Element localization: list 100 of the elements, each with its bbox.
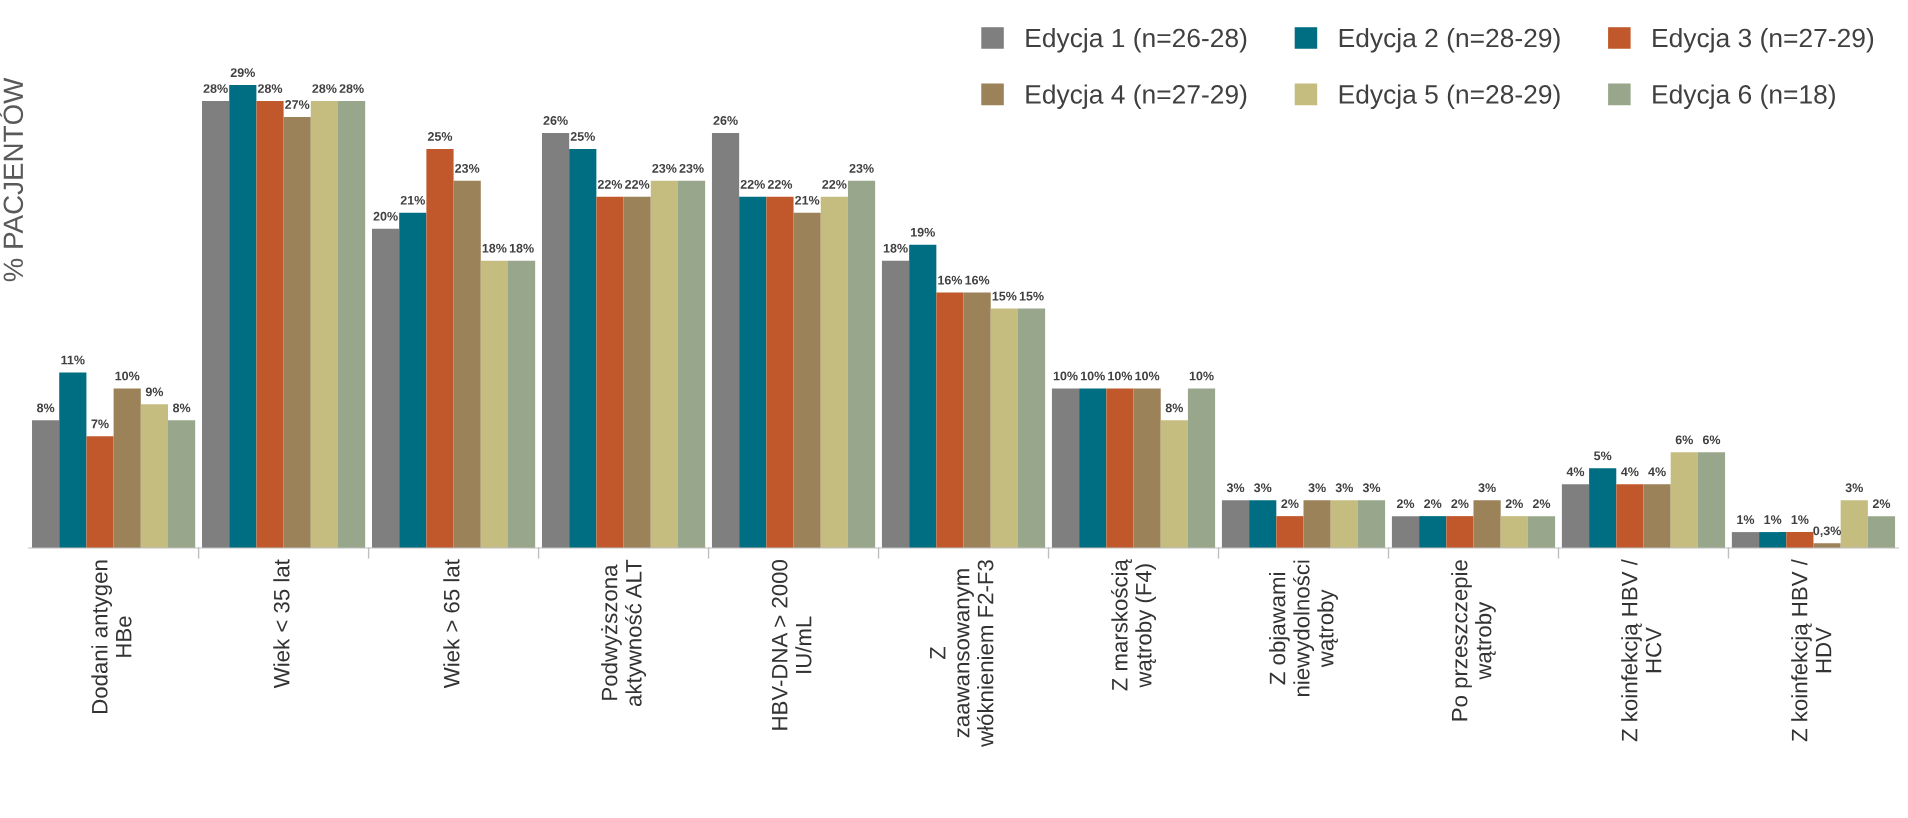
data-label: 2%: [1505, 499, 1523, 509]
bar: [453, 180, 481, 549]
bar: [1303, 500, 1331, 549]
data-label: 29%: [230, 68, 255, 78]
bar: [1106, 388, 1134, 549]
data-label: 6%: [1702, 435, 1721, 445]
bar: [793, 212, 821, 549]
bar: [399, 212, 427, 549]
bar: [766, 196, 794, 549]
bar: [1473, 500, 1501, 549]
data-label: 3%: [1308, 483, 1326, 493]
bar: [909, 244, 937, 549]
bar: [371, 228, 400, 549]
data-label: 3%: [1478, 483, 1496, 493]
legend-label: Edycja 4 (n=27-29): [1026, 84, 1247, 109]
bar: [1643, 484, 1671, 549]
data-label: 27%: [285, 100, 310, 109]
bar: [1840, 500, 1868, 549]
bar: [229, 85, 257, 549]
bar: [1561, 484, 1590, 549]
bar: [847, 180, 876, 549]
data-label: 3%: [1253, 483, 1272, 493]
bar: [1079, 388, 1107, 549]
bar: [1051, 388, 1080, 549]
data-label: 26%: [713, 116, 738, 125]
data-label: 19%: [911, 227, 935, 237]
data-label: 28%: [339, 84, 364, 93]
bar: [1419, 516, 1447, 549]
data-label: 4%: [1566, 467, 1585, 477]
data-label: 4%: [1648, 467, 1666, 477]
data-label: 22%: [767, 179, 793, 189]
bar: [623, 196, 651, 549]
bar: [59, 372, 87, 549]
data-label: 0,3%: [1813, 526, 1841, 538]
data-label: 25%: [570, 132, 595, 141]
bar: [1391, 516, 1420, 549]
data-label: 8%: [36, 403, 55, 413]
x-tick-label: Wiek > 65 lat: [443, 559, 460, 689]
data-label: 3%: [1335, 483, 1354, 493]
data-label: 18%: [509, 243, 534, 253]
data-label: 2%: [1532, 499, 1551, 509]
bar: [32, 420, 60, 549]
data-label: 22%: [597, 179, 623, 189]
bar: [140, 404, 169, 549]
bar: [1276, 516, 1304, 549]
bar: [650, 180, 678, 549]
x-tick-label: Z koinfekcją HBV / HCV: [1621, 559, 1662, 742]
bar: [1759, 532, 1787, 549]
data-label: 20%: [373, 211, 398, 221]
data-label: 2%: [1424, 499, 1442, 509]
bar: [1527, 516, 1556, 549]
bar: [426, 148, 454, 549]
bar: [963, 292, 991, 549]
bar: [168, 420, 196, 549]
data-label: 4%: [1621, 467, 1639, 477]
data-label: 28%: [203, 84, 228, 93]
x-tick-label: Podwyższona aktywność ALT: [601, 559, 647, 707]
bar: [711, 132, 740, 549]
data-label: 3%: [1226, 483, 1245, 493]
x-tick-label: Z zaawansowanym włóknieniem F2-F3: [930, 560, 994, 747]
bar: [1133, 388, 1161, 549]
data-label: 3%: [1362, 483, 1381, 493]
data-label: 15%: [992, 291, 1017, 301]
bar: [881, 260, 910, 549]
x-tick-label: Z marskością wątroby (F4): [1111, 559, 1156, 691]
data-label: 1%: [1764, 515, 1782, 525]
data-label: 10%: [1108, 371, 1133, 381]
data-label: 11%: [61, 355, 85, 365]
bar: [507, 260, 536, 549]
data-label: 23%: [679, 163, 704, 173]
data-label: 23%: [849, 163, 874, 173]
data-label: 28%: [257, 84, 283, 93]
data-label: 16%: [965, 275, 990, 285]
bar: [1786, 532, 1814, 549]
data-label: 10%: [1135, 371, 1160, 381]
legend-label: Edycja 1 (n=26-28): [1026, 27, 1247, 53]
data-label: 7%: [91, 419, 109, 429]
bar: [1867, 516, 1896, 549]
data-label: 23%: [455, 163, 480, 173]
data-label: 10%: [115, 371, 140, 381]
data-label: 1%: [1791, 515, 1809, 525]
bar: [739, 196, 767, 549]
data-label: 10%: [1053, 371, 1078, 381]
data-label: 22%: [822, 179, 847, 189]
bar: [820, 196, 848, 549]
bar: [569, 148, 597, 549]
data-label: 22%: [740, 179, 765, 189]
bar: [596, 196, 624, 549]
x-tick-label: Z koinfekcją HBV / HDV: [1791, 559, 1832, 742]
bar: [1589, 468, 1617, 549]
bar: [1616, 484, 1644, 549]
data-label: 22%: [625, 179, 650, 189]
data-label: 2%: [1396, 499, 1415, 509]
bar: [256, 101, 284, 549]
bar: [541, 132, 570, 549]
legend-label: Edycja 5 (n=28-29): [1339, 84, 1560, 109]
bar: [480, 260, 508, 549]
x-tick-label: Po przeszczepie wątroby: [1451, 560, 1496, 721]
bar: [283, 116, 311, 549]
data-label: 23%: [652, 163, 677, 173]
